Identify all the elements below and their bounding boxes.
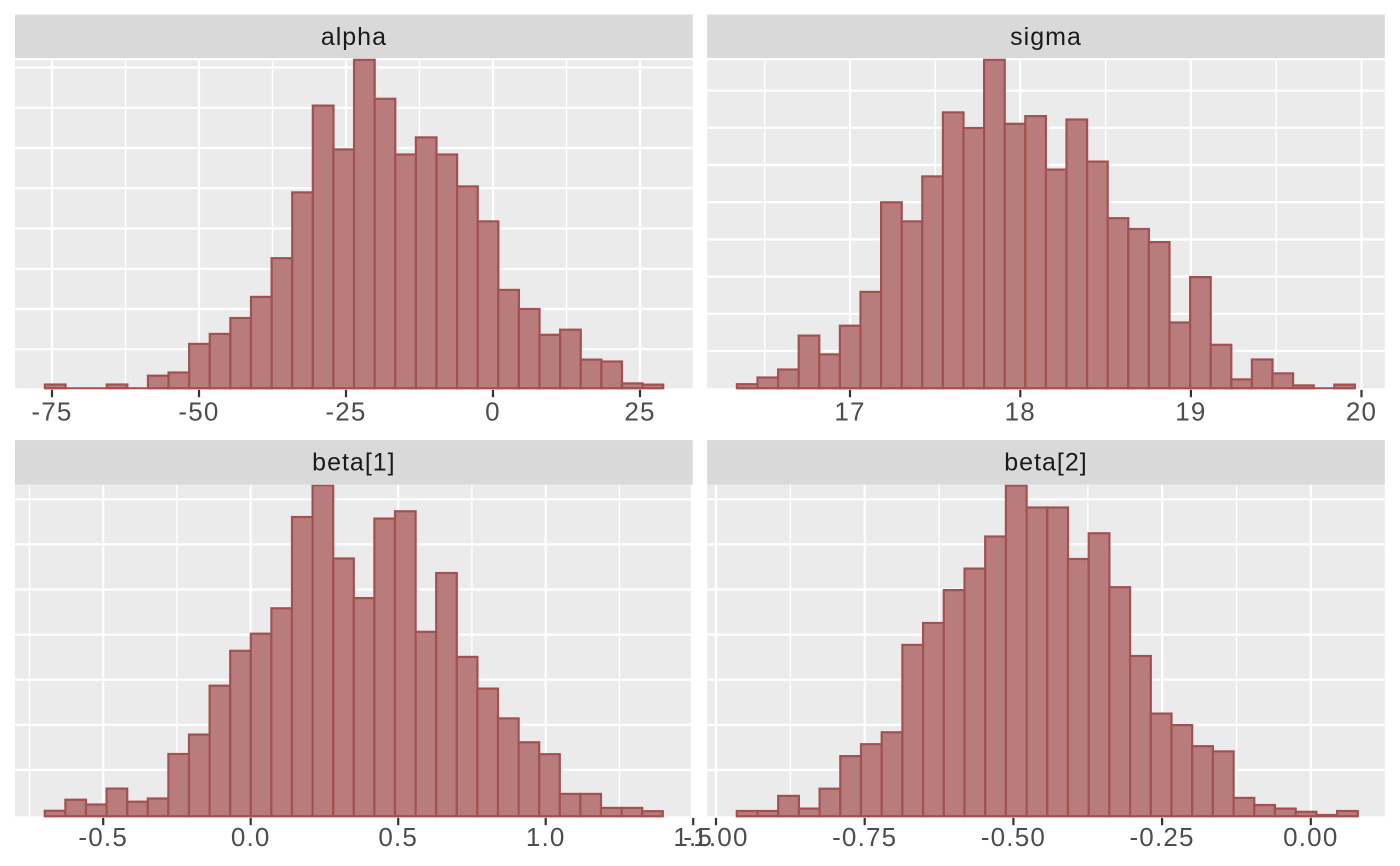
svg-text:sigma: sigma — [1010, 23, 1082, 51]
svg-text:0: 0 — [485, 397, 501, 427]
svg-text:1.5: 1.5 — [673, 822, 713, 852]
svg-text:0.5: 0.5 — [378, 822, 418, 852]
svg-text:25: 25 — [624, 397, 655, 427]
svg-text:0.00: 0.00 — [1283, 822, 1338, 852]
svg-text:1.0: 1.0 — [526, 822, 566, 852]
svg-text:17: 17 — [834, 397, 865, 427]
svg-text:-1.00: -1.00 — [683, 822, 748, 852]
svg-text:18: 18 — [1005, 397, 1036, 427]
svg-text:20: 20 — [1346, 397, 1377, 427]
svg-text:-25: -25 — [325, 397, 366, 427]
svg-text:-75: -75 — [31, 397, 72, 427]
svg-text:0.0: 0.0 — [231, 822, 271, 852]
svg-text:beta[1]: beta[1] — [312, 449, 395, 477]
svg-text:alpha: alpha — [321, 23, 387, 51]
svg-text:-0.75: -0.75 — [832, 822, 897, 852]
svg-text:beta[2]: beta[2] — [1004, 449, 1087, 477]
svg-text:-0.50: -0.50 — [981, 822, 1046, 852]
svg-text:-0.25: -0.25 — [1129, 822, 1194, 852]
svg-text:-0.5: -0.5 — [78, 822, 128, 852]
svg-text:-50: -50 — [178, 397, 219, 427]
svg-text:19: 19 — [1175, 397, 1206, 427]
